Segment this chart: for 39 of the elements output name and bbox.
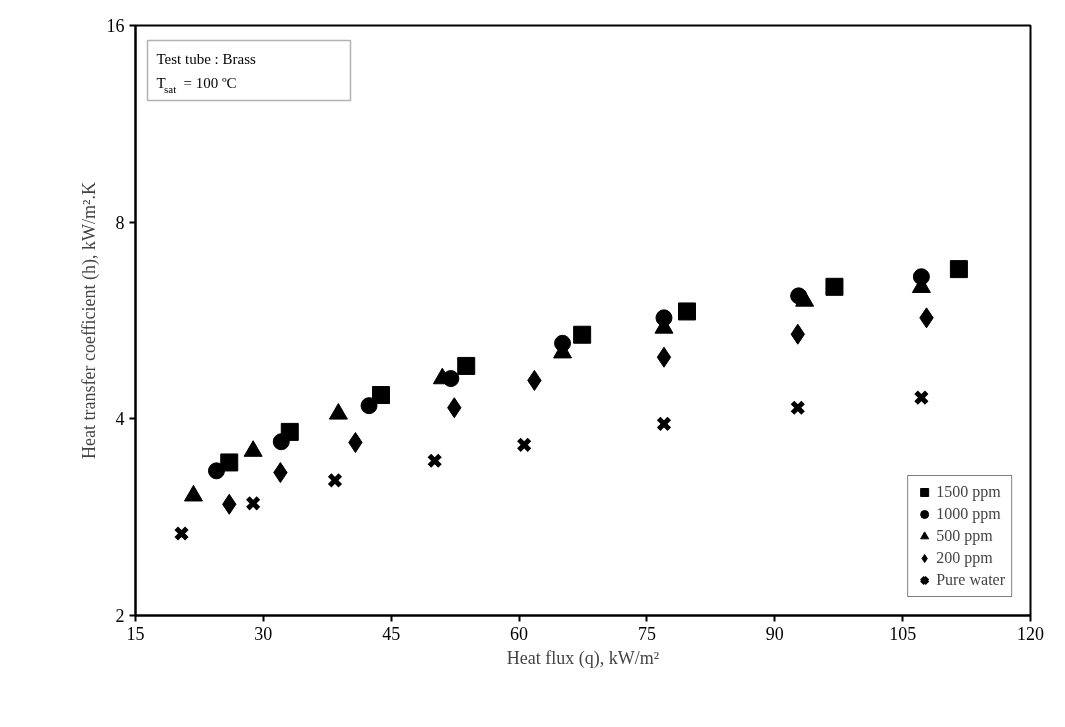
y-tick-label: 8 bbox=[115, 212, 125, 233]
point bbox=[913, 389, 930, 406]
legend-label: 200 ppm bbox=[936, 549, 993, 567]
point bbox=[573, 325, 592, 344]
point bbox=[327, 472, 343, 489]
point bbox=[207, 462, 225, 480]
y-tick-label: 2 bbox=[115, 606, 125, 626]
y-tick-label: 16 bbox=[106, 16, 125, 36]
legend-label: Pure water bbox=[936, 571, 1005, 589]
point bbox=[790, 399, 806, 416]
point bbox=[457, 356, 476, 375]
point bbox=[949, 260, 968, 279]
point bbox=[173, 525, 190, 542]
x-axis-title: Heat flux (q), kW/m² bbox=[506, 647, 660, 669]
x-tick-label: 45 bbox=[382, 623, 401, 644]
point bbox=[516, 437, 532, 453]
x-tick-label: 30 bbox=[254, 623, 273, 644]
x-tick-label: 120 bbox=[1017, 623, 1044, 644]
point bbox=[656, 346, 672, 368]
point bbox=[360, 397, 378, 415]
point bbox=[426, 453, 443, 469]
x-tick-label: 105 bbox=[889, 623, 917, 644]
point bbox=[371, 386, 390, 405]
y-axis-title: Heat transfer coefficient (h), kW/m².K bbox=[78, 182, 100, 459]
point bbox=[825, 277, 844, 296]
point bbox=[656, 416, 672, 432]
x-tick-label: 15 bbox=[126, 623, 145, 644]
annotation: Test tube : Brass bbox=[156, 50, 257, 67]
point bbox=[245, 495, 261, 512]
x-tick-label: 60 bbox=[510, 623, 529, 644]
point bbox=[220, 453, 239, 472]
point bbox=[272, 433, 290, 451]
y-tick-label: 4 bbox=[115, 409, 125, 430]
legend-label: 500 ppm bbox=[936, 527, 993, 545]
legend-label: 1500 ppm bbox=[936, 483, 1001, 501]
point bbox=[677, 302, 696, 321]
x-tick-label: 75 bbox=[637, 623, 656, 644]
legend-label: 1000 ppm bbox=[936, 505, 1001, 523]
x-tick-label: 90 bbox=[765, 623, 784, 644]
